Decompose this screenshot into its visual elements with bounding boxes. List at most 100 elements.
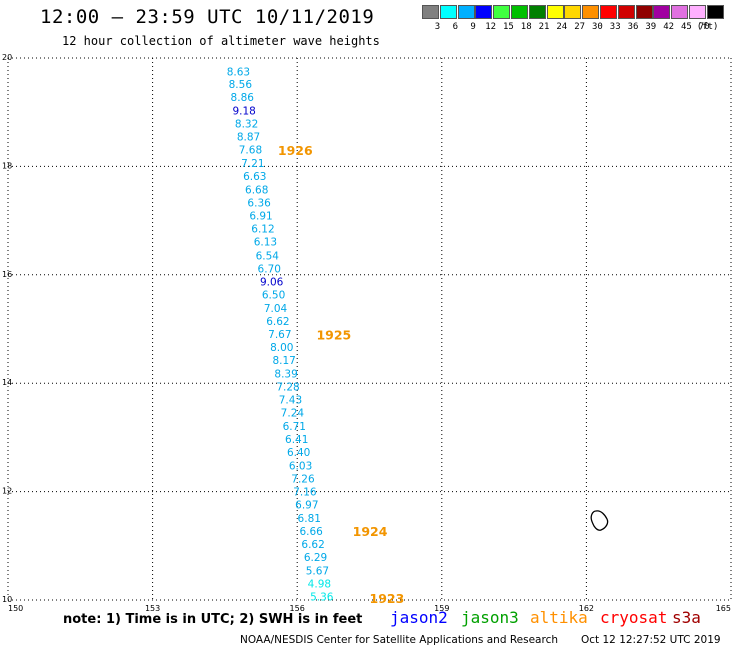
lon-tick-label: 153 [145,604,160,613]
legend-swatch [511,5,528,19]
wave-height-value: 7.67 [268,329,291,341]
wave-height-value: 7.28 [276,381,299,393]
legend-swatch [582,5,600,19]
legend-label: 70 [698,22,710,32]
track-label: 1924 [353,524,388,539]
legend-swatch [671,5,689,19]
legend-label: 42 [663,22,675,32]
legend-label: 21 [538,22,550,32]
sat-cryosat: cryosat [600,608,668,627]
lat-tick-label: 10 [2,595,12,604]
legend-label: 27 [574,22,586,32]
wave-height-value: 6.40 [287,447,310,459]
wave-height-value: 6.54 [256,250,280,262]
wave-height-value: 6.12 [251,224,274,236]
wave-height-value: 4.98 [308,579,331,591]
lat-tick-label: 14 [2,378,12,387]
legend-swatch [422,5,439,19]
lon-tick-label: 156 [290,604,305,613]
wave-height-value: 7.16 [293,487,317,499]
page-subtitle: 12 hour collection of altimeter wave hei… [62,34,380,48]
wave-height-value: 6.62 [301,539,324,551]
legend-label: 24 [556,22,568,32]
lon-tick-label: 159 [434,604,449,613]
wave-height-value: 6.68 [245,185,268,197]
wave-height-value: 6.41 [285,434,308,446]
wave-height-value: 7.21 [241,158,264,170]
wave-height-value: 8.86 [231,92,255,104]
sat-jason3: jason3 [461,608,519,627]
legend-label: 18 [520,22,532,32]
wave-height-value: 6.81 [298,513,321,525]
legend-swatch [653,5,671,19]
track-label: 1925 [316,327,351,342]
wave-height-value: 8.00 [270,342,293,354]
legend-label: 30 [592,22,603,32]
legend-swatch [546,5,564,19]
lon-tick-label: 150 [8,604,23,613]
wave-height-value: 6.66 [299,526,323,538]
legend-swatch [439,5,457,19]
wave-height-value: 6.29 [304,552,327,564]
page-title: 12:00 – 23:59 UTC 10/11/2019 [40,6,375,28]
wave-height-value: 9.18 [232,106,255,118]
wave-height-value: 7.04 [264,303,288,315]
legend-swatch [475,5,493,19]
wave-height-value: 8.63 [227,67,250,79]
wave-height-value: 9.06 [260,276,284,288]
wave-height-value: 8.56 [229,79,253,91]
legend-swatch [689,5,706,19]
wave-height-value: 8.39 [274,368,297,380]
wave-height-value: 6.13 [254,237,277,249]
wave-height-value: 6.36 [247,198,271,210]
axis-tick-labels: 150 153 156 159 162 165 20 18 16 14 12 10 [2,53,731,613]
wave-height-value: 6.63 [243,171,266,183]
legend-label: 12 [485,22,497,32]
wave-height-value: 7.68 [239,145,262,157]
wave-height-value: 8.32 [235,119,258,131]
lat-tick-label: 16 [2,270,12,279]
lon-tick-label: 165 [716,604,731,613]
legend-label: 6 [452,22,459,32]
legend-label: 15 [503,22,514,32]
legend-swatch [706,5,724,19]
track-label: 1923 [370,591,405,606]
sat-s3a: s3a [672,608,701,627]
credit-text: NOAA/NESDIS Center for Satellite Applica… [240,634,558,646]
wave-height-color-legend: 3 6 9 12 15 18 21 24 27 30 33 36 39 42 45 70 (ft) [422,5,728,38]
legend-label: 39 [645,22,657,32]
island-outline [590,510,609,531]
lat-lon-grid [7,57,732,601]
lon-tick-label: 162 [579,604,594,613]
legend-label: 45 [681,22,692,32]
wave-height-value: 8.17 [272,355,295,367]
legend-swatch [600,5,617,19]
wave-height-value: 7.26 [291,474,315,486]
track-labels: 1926 1925 1924 1923 [278,143,404,606]
wave-height-value: 7.24 [281,407,305,419]
legend-swatch [457,5,475,19]
lat-tick-label: 12 [2,487,12,496]
wave-height-value: 6.97 [295,500,318,512]
legend-swatch [528,5,546,19]
wave-height-value: 6.71 [283,421,306,433]
wave-height-value: 6.91 [249,211,272,223]
wave-height-observations: 8.638.568.86 9.188.328.877.687.216.63 6.68… [227,67,334,604]
wave-height-value: 6.70 [258,263,281,275]
wave-height-value: 6.50 [262,289,285,301]
wave-height-value: 7.43 [279,394,302,406]
legend-label: 36 [627,22,639,32]
lat-tick-label: 20 [2,53,12,62]
legend-unit: (ft) [696,22,719,32]
footer-note: note: 1) Time is in UTC; 2) SWH is in fe… [63,612,363,627]
wave-height-value: 8.87 [237,132,260,144]
track-label: 1926 [278,143,313,158]
legend-swatch [617,5,635,19]
legend-swatch [635,5,653,19]
legend-swatch [564,5,582,19]
wave-height-value: 5.67 [306,566,329,578]
sat-jason2: jason2 [390,608,448,627]
legend-label: 33 [609,22,621,32]
